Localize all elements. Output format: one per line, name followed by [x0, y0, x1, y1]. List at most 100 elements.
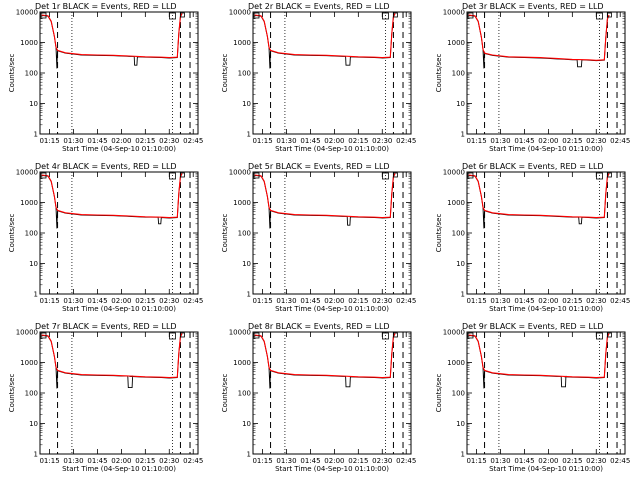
y-tick-label: 10000	[229, 9, 251, 17]
x-tick-label: 01:30	[276, 457, 296, 465]
panel-3: Det 3r BLACK = Events, RED = LLD 1 10 100 10…	[435, 2, 630, 153]
x-tick-label: 02:30	[159, 137, 179, 145]
x-tick-label: 02:15	[135, 297, 155, 305]
x-axis-label: Start Time (04-Sep-10 01:10:00)	[62, 465, 176, 473]
panel-8: Det 8r BLACK = Events, RED = LLD 1 10 100 10…	[221, 322, 416, 473]
x-axis-label: Start Time (04-Sep-10 01:10:00)	[275, 145, 389, 153]
y-tick-label: 10	[29, 100, 38, 108]
corner-marker-right	[382, 172, 389, 180]
y-tick-label: 10000	[443, 169, 465, 177]
x-axis-label: Start Time (04-Sep-10 01:10:00)	[275, 465, 389, 473]
x-tick-label: 02:00	[111, 457, 131, 465]
plot-frame	[39, 11, 199, 135]
x-tick-label: 02:45	[610, 457, 630, 465]
lld-series-line	[41, 173, 183, 219]
events-series-line	[41, 13, 183, 69]
y-tick-label: 10	[242, 260, 251, 268]
y-tick-label: 1000	[20, 359, 38, 367]
x-tick-label: 02:45	[610, 137, 630, 145]
panel-title: Det 6r BLACK = Events, RED = LLD	[462, 162, 604, 171]
panel-1: Det 1r BLACK = Events, RED = LLD 1 10 100 10…	[8, 2, 203, 153]
x-tick-label: 02:30	[159, 457, 179, 465]
y-tick-label: 10	[29, 420, 38, 428]
y-tick-label: 1000	[233, 359, 251, 367]
y-tick-label: 100	[452, 70, 465, 78]
x-tick-label: 02:00	[324, 137, 344, 145]
x-tick-label: 01:45	[514, 137, 534, 145]
panel-title: Det 8r BLACK = Events, RED = LLD	[248, 322, 390, 331]
x-tick-label: 01:15	[466, 457, 486, 465]
lld-series-line	[468, 333, 610, 379]
y-tick-label: 10000	[16, 329, 38, 337]
corner-marker-right-small	[607, 12, 612, 18]
x-tick-label: 01:15	[39, 457, 59, 465]
y-tick-label: 1	[34, 131, 38, 139]
y-tick-label: 1	[247, 131, 251, 139]
corner-marker-right	[169, 332, 176, 340]
y-axis-label: Counts/sec	[221, 54, 229, 93]
y-tick-label: 100	[452, 390, 465, 398]
y-tick-label: 100	[452, 230, 465, 238]
x-tick-label: 01:15	[252, 457, 272, 465]
x-axis-label: Start Time (04-Sep-10 01:10:00)	[489, 145, 603, 153]
x-tick-label: 01:30	[490, 297, 510, 305]
x-tick-label: 01:45	[87, 137, 107, 145]
corner-marker-left	[40, 172, 47, 179]
panel-4: Det 4r BLACK = Events, RED = LLD 1 10 100 10…	[8, 162, 203, 313]
panel-title: Det 9r BLACK = Events, RED = LLD	[462, 322, 604, 331]
plot-frame	[39, 331, 199, 455]
y-tick-label: 1	[34, 451, 38, 459]
events-series-line	[468, 173, 610, 229]
y-axis-label: Counts/sec	[435, 54, 443, 93]
plot-frame	[252, 171, 412, 295]
corner-marker-left	[40, 332, 47, 339]
y-axis-label: Counts/sec	[435, 214, 443, 253]
panel-title: Det 2r BLACK = Events, RED = LLD	[248, 2, 390, 11]
x-tick-label: 01:45	[87, 457, 107, 465]
y-tick-label: 1	[461, 451, 465, 459]
x-tick-label: 01:15	[252, 137, 272, 145]
y-tick-label: 1000	[447, 39, 465, 47]
x-tick-label: 02:45	[610, 297, 630, 305]
y-tick-label: 10	[456, 420, 465, 428]
x-tick-label: 02:00	[111, 137, 131, 145]
x-tick-label: 02:30	[372, 457, 392, 465]
y-tick-label: 100	[25, 390, 38, 398]
x-tick-label: 02:30	[586, 457, 606, 465]
y-axis-label: Counts/sec	[435, 374, 443, 413]
plot-frame	[39, 171, 199, 295]
y-axis-label: Counts/sec	[8, 214, 16, 253]
corner-marker-right	[382, 12, 389, 20]
x-tick-label: 02:45	[396, 297, 416, 305]
x-tick-label: 02:30	[159, 297, 179, 305]
x-tick-label: 02:45	[396, 457, 416, 465]
y-tick-label: 10	[29, 260, 38, 268]
x-tick-label: 01:45	[300, 297, 320, 305]
plot-frame	[252, 331, 412, 455]
x-tick-label: 02:45	[183, 297, 203, 305]
x-tick-label: 01:45	[300, 457, 320, 465]
x-tick-label: 01:15	[39, 297, 59, 305]
corner-marker-left	[467, 12, 474, 19]
y-tick-label: 1	[461, 131, 465, 139]
x-tick-label: 02:00	[538, 297, 558, 305]
x-tick-label: 02:00	[538, 137, 558, 145]
y-tick-label: 10	[456, 100, 465, 108]
y-tick-label: 10000	[16, 9, 38, 17]
x-tick-label: 02:30	[586, 137, 606, 145]
x-tick-label: 02:00	[111, 297, 131, 305]
x-axis-label: Start Time (04-Sep-10 01:10:00)	[489, 305, 603, 313]
x-tick-label: 01:30	[276, 297, 296, 305]
x-tick-label: 02:00	[324, 297, 344, 305]
x-axis-label: Start Time (04-Sep-10 01:10:00)	[275, 305, 389, 313]
x-tick-label: 02:30	[586, 297, 606, 305]
y-tick-label: 100	[25, 230, 38, 238]
events-series-line	[468, 14, 610, 69]
y-tick-label: 1	[34, 291, 38, 299]
y-tick-label: 100	[25, 70, 38, 78]
x-tick-label: 01:15	[252, 297, 272, 305]
x-tick-label: 02:45	[183, 137, 203, 145]
plot-frame	[466, 171, 626, 295]
x-tick-label: 01:30	[63, 137, 83, 145]
